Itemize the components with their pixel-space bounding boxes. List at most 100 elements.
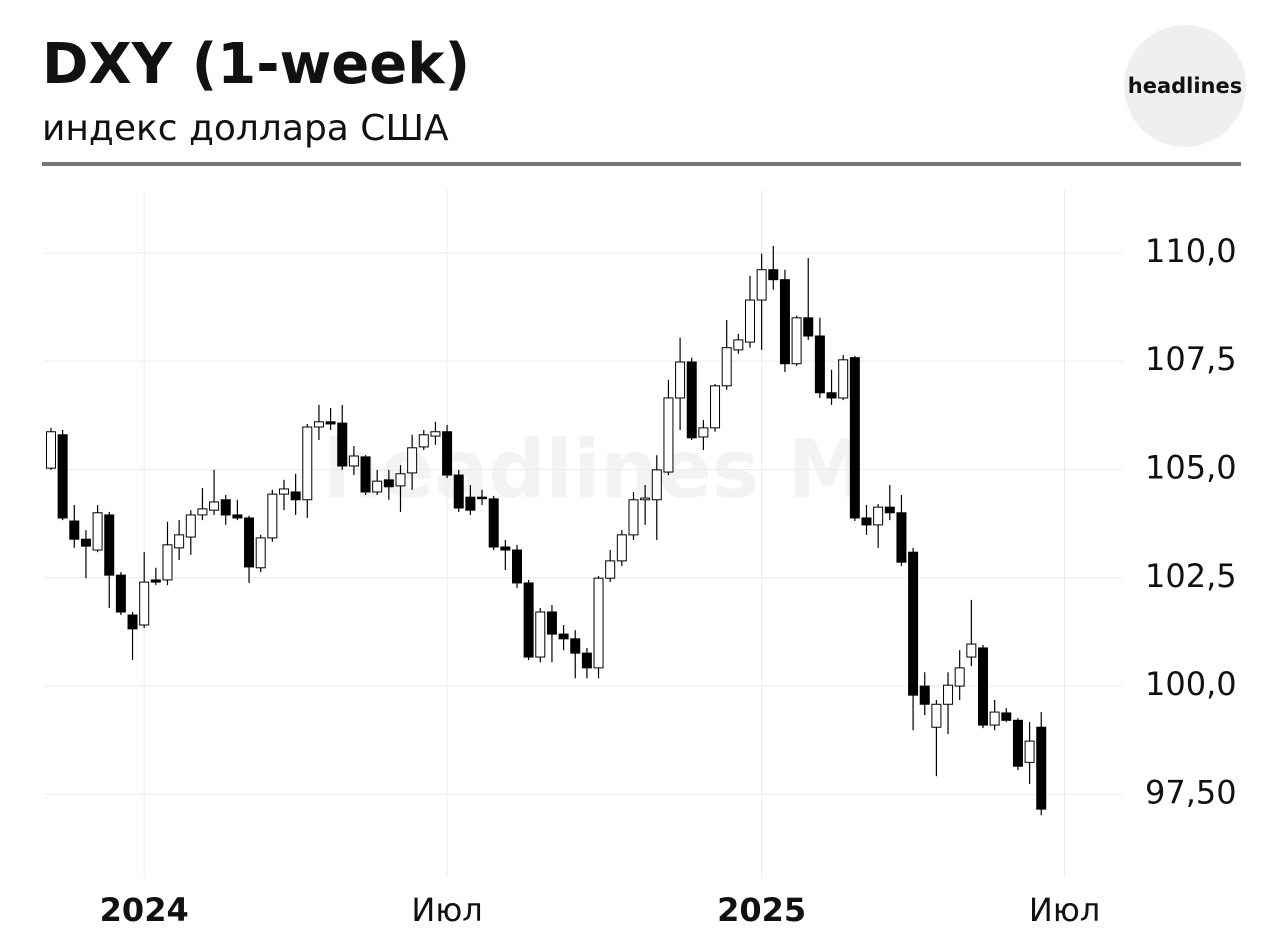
candle-body bbox=[290, 491, 301, 501]
candle-body bbox=[698, 427, 709, 438]
candle-body bbox=[150, 579, 161, 583]
y-tick-label: 102,5 bbox=[1145, 557, 1237, 595]
candle-body bbox=[546, 611, 557, 635]
candle-body bbox=[302, 426, 313, 501]
candle-body bbox=[721, 347, 732, 387]
candle-body bbox=[57, 434, 68, 519]
candle-body bbox=[267, 493, 278, 539]
x-tick-label: Июл bbox=[1029, 891, 1100, 929]
candle-body bbox=[465, 496, 476, 511]
y-tick-label: 107,5 bbox=[1145, 340, 1237, 378]
candle-body bbox=[418, 434, 429, 448]
candle-body bbox=[407, 447, 418, 474]
logo-circle bbox=[1124, 25, 1246, 147]
candle-body bbox=[581, 652, 592, 669]
candle-body bbox=[605, 560, 616, 579]
candle-body bbox=[814, 335, 825, 394]
candle-body bbox=[442, 431, 453, 476]
candle-body bbox=[535, 611, 546, 658]
candle-body bbox=[616, 534, 627, 562]
y-tick-label: 97,50 bbox=[1145, 773, 1237, 811]
candle-body bbox=[675, 361, 686, 399]
y-tick-label: 100,0 bbox=[1145, 665, 1237, 703]
y-tick-label: 105,0 bbox=[1145, 448, 1237, 486]
candle-body bbox=[477, 496, 488, 500]
candle-body bbox=[278, 488, 289, 495]
candle-body bbox=[197, 508, 208, 516]
candle-body bbox=[162, 544, 173, 581]
candle-body bbox=[511, 549, 522, 584]
candle-body bbox=[686, 361, 697, 439]
candle-body bbox=[663, 397, 674, 473]
candle-body bbox=[733, 339, 744, 351]
x-tick-label: 2025 bbox=[717, 891, 806, 929]
candle-body bbox=[209, 501, 220, 511]
candle-body bbox=[931, 703, 942, 728]
candle-body bbox=[954, 667, 965, 687]
candle-body bbox=[838, 359, 849, 399]
candle-body bbox=[220, 499, 231, 516]
candle-body bbox=[174, 534, 185, 549]
candle-body bbox=[244, 517, 255, 568]
candle-body bbox=[523, 582, 534, 658]
candle-body bbox=[185, 514, 196, 538]
candle-body bbox=[372, 480, 383, 493]
title: DXY (1-week) bbox=[42, 32, 470, 97]
candle-body bbox=[488, 498, 499, 548]
candle-body bbox=[919, 685, 930, 705]
candle-body bbox=[1036, 726, 1047, 810]
candle-body bbox=[768, 269, 779, 281]
x-tick-label: Июл bbox=[411, 891, 482, 929]
candle-body bbox=[593, 577, 604, 669]
candle-body bbox=[884, 506, 895, 514]
candle-body bbox=[861, 517, 872, 526]
candle-body bbox=[255, 537, 266, 569]
candle-body bbox=[500, 546, 511, 551]
candle-body bbox=[313, 421, 324, 428]
candle-body bbox=[570, 638, 581, 654]
candle-body bbox=[849, 357, 860, 519]
candle-body bbox=[826, 392, 837, 399]
candle-body bbox=[989, 711, 1000, 726]
candle-body bbox=[337, 422, 348, 467]
candle-body bbox=[966, 643, 977, 658]
candle-body bbox=[803, 317, 814, 337]
candle-body bbox=[943, 684, 954, 705]
candle-body bbox=[360, 456, 371, 493]
candle-body bbox=[139, 581, 150, 626]
candle-body bbox=[791, 317, 802, 365]
subtitle: индекс доллара США bbox=[42, 108, 449, 149]
logo: headlines bbox=[1128, 74, 1243, 98]
candle-body bbox=[651, 469, 662, 501]
candle-body bbox=[453, 474, 464, 509]
candle-body bbox=[908, 551, 919, 696]
candle-body bbox=[756, 269, 767, 301]
candle-body bbox=[430, 431, 441, 437]
candle-body bbox=[779, 279, 790, 365]
candle-body bbox=[45, 431, 56, 469]
candle-body bbox=[640, 497, 651, 501]
candle-body bbox=[1012, 719, 1023, 767]
y-tick-label: 110,0 bbox=[1145, 232, 1237, 270]
candle-body bbox=[127, 614, 138, 630]
candle-body bbox=[1024, 740, 1035, 763]
candle-body bbox=[348, 455, 359, 467]
candle-body bbox=[558, 633, 569, 640]
candle-body bbox=[710, 385, 721, 429]
candle-body bbox=[104, 514, 115, 576]
candle-body bbox=[628, 499, 639, 536]
candle-body bbox=[80, 538, 91, 547]
candle-body bbox=[395, 473, 406, 487]
candle-body bbox=[232, 514, 243, 519]
candle-body bbox=[92, 512, 103, 551]
candle-body bbox=[115, 574, 126, 613]
candle-body bbox=[873, 506, 884, 526]
candle-body bbox=[896, 512, 907, 563]
candle-body bbox=[744, 299, 755, 343]
header-rule bbox=[42, 162, 1241, 166]
candle-body bbox=[69, 520, 80, 540]
candle-body bbox=[1001, 712, 1012, 721]
candle-body bbox=[325, 421, 336, 425]
